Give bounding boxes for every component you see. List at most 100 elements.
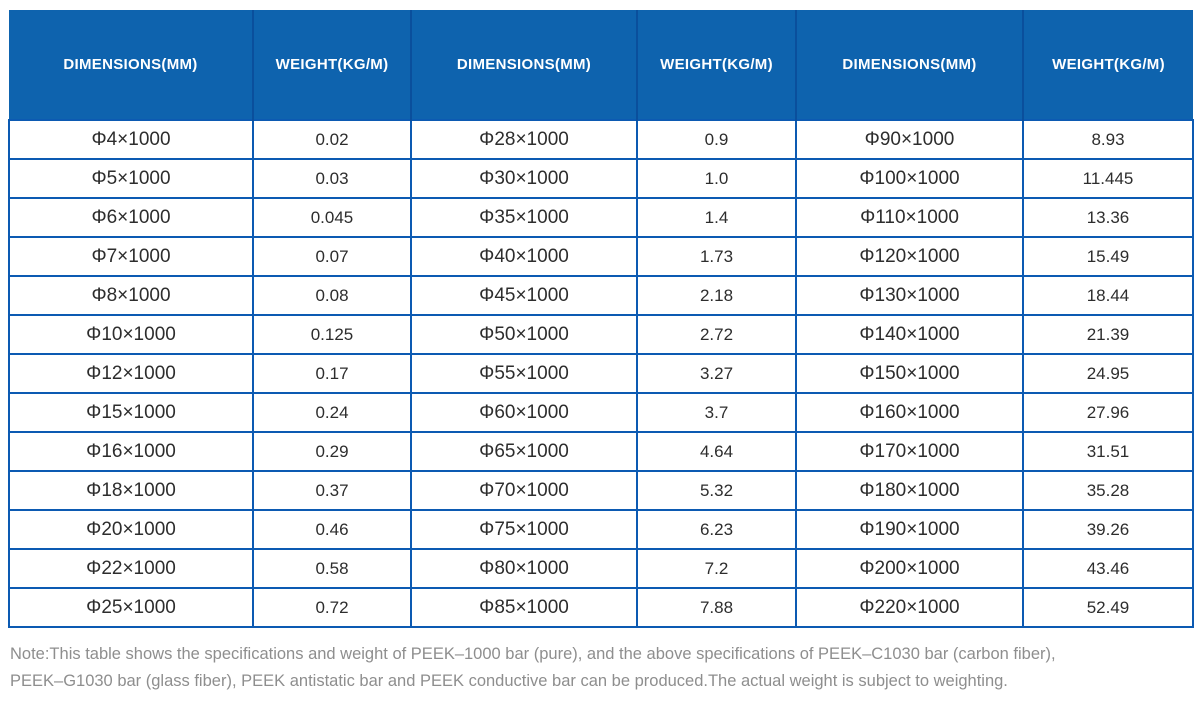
dimension-cell: Φ90×1000 [795, 119, 1024, 160]
weight-cell: 0.24 [252, 392, 412, 433]
header-dimensions: DIMENSIONS(MM) [410, 10, 637, 120]
weight-cell: 15.49 [1022, 236, 1194, 277]
dimension-cell: Φ4×1000 [8, 119, 254, 160]
dimension-cell: Φ70×1000 [410, 470, 638, 511]
table-row: Φ6×1000 0.045 Φ35×1000 1.4 Φ110×1000 13.36 [8, 197, 1194, 238]
header-dimensions: DIMENSIONS(MM) [795, 10, 1023, 120]
dimension-cell: Φ8×1000 [8, 275, 254, 316]
table-row: Φ22×1000 0.58 Φ80×1000 7.2 Φ200×1000 43.46 [8, 548, 1194, 589]
header-weight: WEIGHT(KG/M) [1022, 10, 1193, 120]
weight-cell: 52.49 [1022, 587, 1194, 628]
table-row: Φ20×1000 0.46 Φ75×1000 6.23 Φ190×1000 39.26 [8, 509, 1194, 550]
dimension-cell: Φ45×1000 [410, 275, 638, 316]
dimension-cell: Φ150×1000 [795, 353, 1024, 394]
weight-cell: 13.36 [1022, 197, 1194, 238]
weight-cell: 18.44 [1022, 275, 1194, 316]
dimension-cell: Φ85×1000 [410, 587, 638, 628]
dimension-cell: Φ40×1000 [410, 236, 638, 277]
table-row: Φ12×1000 0.17 Φ55×1000 3.27 Φ150×1000 24.95 [8, 353, 1194, 394]
table-row: Φ10×1000 0.125 Φ50×1000 2.72 Φ140×1000 21.39 [8, 314, 1194, 355]
weight-cell: 43.46 [1022, 548, 1194, 589]
weight-cell: 1.4 [636, 197, 797, 238]
dimension-cell: Φ160×1000 [795, 392, 1024, 433]
peek-bar-spec-table: DIMENSIONS(MM) WEIGHT(KG/M) DIMENSIONS(MM)… [8, 10, 1194, 628]
dimension-cell: Φ10×1000 [8, 314, 254, 355]
weight-cell: 1.73 [636, 236, 797, 277]
weight-cell: 27.96 [1022, 392, 1194, 433]
weight-cell: 2.18 [636, 275, 797, 316]
weight-cell: 21.39 [1022, 314, 1194, 355]
table-header: DIMENSIONS(MM) WEIGHT(KG/M) DIMENSIONS(MM)… [9, 10, 1193, 120]
dimension-cell: Φ140×1000 [795, 314, 1024, 355]
dimension-cell: Φ5×1000 [8, 158, 254, 199]
dimension-cell: Φ12×1000 [8, 353, 254, 394]
weight-cell: 0.72 [252, 587, 412, 628]
weight-cell: 0.08 [252, 275, 412, 316]
weight-cell: 0.07 [252, 236, 412, 277]
weight-cell: 11.445 [1022, 158, 1194, 199]
dimension-cell: Φ20×1000 [8, 509, 254, 550]
table-row: Φ8×1000 0.08 Φ45×1000 2.18 Φ130×1000 18.44 [8, 275, 1194, 316]
table-head-row: DIMENSIONS(MM) WEIGHT(KG/M) DIMENSIONS(MM)… [9, 10, 1193, 120]
weight-cell: 5.32 [636, 470, 797, 511]
header-weight: WEIGHT(KG/M) [636, 10, 796, 120]
table-row: Φ4×1000 0.02 Φ28×1000 0.9 Φ90×1000 8.93 [8, 119, 1194, 160]
dimension-cell: Φ50×1000 [410, 314, 638, 355]
weight-cell: 0.045 [252, 197, 412, 238]
weight-cell: 2.72 [636, 314, 797, 355]
dimension-cell: Φ170×1000 [795, 431, 1024, 472]
dimension-cell: Φ30×1000 [410, 158, 638, 199]
footnote-line-2: PEEK–G1030 bar (glass fiber), PEEK antis… [10, 672, 1008, 691]
table-body: Φ4×1000 0.02 Φ28×1000 0.9 Φ90×1000 8.93 Φ5×100… [8, 119, 1194, 628]
dimension-cell: Φ60×1000 [410, 392, 638, 433]
dimension-cell: Φ200×1000 [795, 548, 1024, 589]
header-dimensions: DIMENSIONS(MM) [9, 10, 253, 120]
weight-cell: 0.29 [252, 431, 412, 472]
dimension-cell: Φ120×1000 [795, 236, 1024, 277]
weight-cell: 0.46 [252, 509, 412, 550]
dimension-cell: Φ18×1000 [8, 470, 254, 511]
table-row: Φ5×1000 0.03 Φ30×1000 1.0 Φ100×1000 11.445 [8, 158, 1194, 199]
table-row: Φ15×1000 0.24 Φ60×1000 3.7 Φ160×1000 27.96 [8, 392, 1194, 433]
dimension-cell: Φ55×1000 [410, 353, 638, 394]
dimension-cell: Φ75×1000 [410, 509, 638, 550]
table-row: Φ18×1000 0.37 Φ70×1000 5.32 Φ180×1000 35.28 [8, 470, 1194, 511]
footnote: Note:This table shows the specifications… [10, 641, 1190, 695]
dimension-cell: Φ35×1000 [410, 197, 638, 238]
weight-cell: 6.23 [636, 509, 797, 550]
weight-cell: 24.95 [1022, 353, 1194, 394]
dimension-cell: Φ22×1000 [8, 548, 254, 589]
dimension-cell: Φ190×1000 [795, 509, 1024, 550]
dimension-cell: Φ28×1000 [410, 119, 638, 160]
weight-cell: 8.93 [1022, 119, 1194, 160]
dimension-cell: Φ7×1000 [8, 236, 254, 277]
footnote-line-1: Note:This table shows the specifications… [10, 645, 1056, 663]
dimension-cell: Φ6×1000 [8, 197, 254, 238]
dimension-cell: Φ180×1000 [795, 470, 1024, 511]
weight-cell: 0.02 [252, 119, 412, 160]
weight-cell: 0.125 [252, 314, 412, 355]
dimension-cell: Φ15×1000 [8, 392, 254, 433]
weight-cell: 7.2 [636, 548, 797, 589]
dimension-cell: Φ16×1000 [8, 431, 254, 472]
weight-cell: 3.7 [636, 392, 797, 433]
weight-cell: 7.88 [636, 587, 797, 628]
table-row: Φ25×1000 0.72 Φ85×1000 7.88 Φ220×1000 52.49 [8, 587, 1194, 628]
dimension-cell: Φ220×1000 [795, 587, 1024, 628]
weight-cell: 0.9 [636, 119, 797, 160]
weight-cell: 39.26 [1022, 509, 1194, 550]
dimension-cell: Φ100×1000 [795, 158, 1024, 199]
dimension-cell: Φ80×1000 [410, 548, 638, 589]
header-weight: WEIGHT(KG/M) [252, 10, 411, 120]
dimension-cell: Φ110×1000 [795, 197, 1024, 238]
dimension-cell: Φ25×1000 [8, 587, 254, 628]
weight-cell: 0.58 [252, 548, 412, 589]
weight-cell: 31.51 [1022, 431, 1194, 472]
dimension-cell: Φ65×1000 [410, 431, 638, 472]
weight-cell: 0.37 [252, 470, 412, 511]
weight-cell: 0.03 [252, 158, 412, 199]
table-row: Φ7×1000 0.07 Φ40×1000 1.73 Φ120×1000 15.49 [8, 236, 1194, 277]
weight-cell: 1.0 [636, 158, 797, 199]
dimension-cell: Φ130×1000 [795, 275, 1024, 316]
